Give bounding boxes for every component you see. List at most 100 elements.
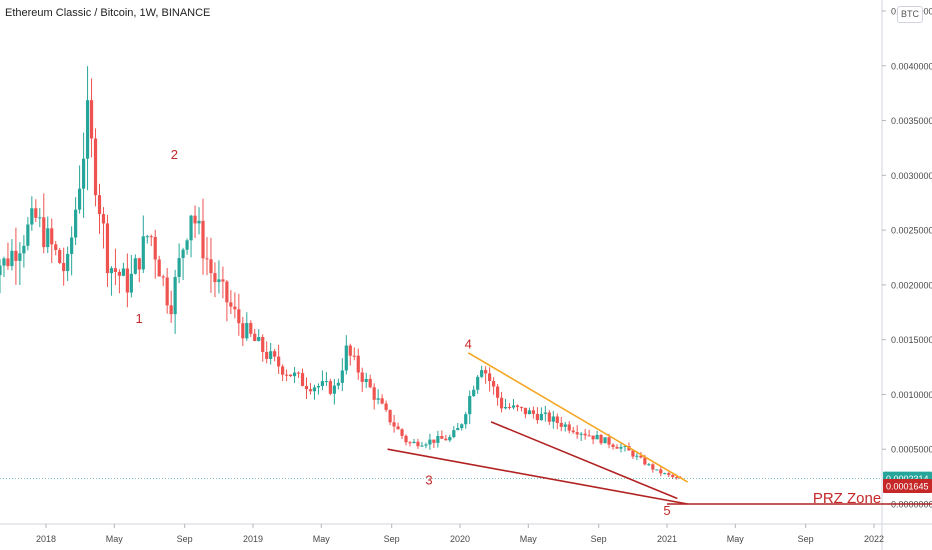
candle-body [249,323,253,334]
candle-body [229,302,233,307]
currency-badge[interactable]: BTC [897,6,923,23]
candle-body [372,387,376,400]
candle-body [269,351,273,359]
candle-body [380,398,384,404]
candle-body [519,407,524,409]
candle-body [121,268,125,276]
candle-body [412,441,416,444]
x-tick-label: Sep [591,534,607,544]
candle-body [18,253,22,261]
candle-body [667,473,671,475]
candle-body [356,355,360,373]
target-price-tag-bg [883,478,932,493]
candle-body [488,373,492,382]
candle-body [145,236,149,238]
candle-body [507,406,512,408]
candle-body [619,446,623,449]
candle-body [607,437,611,445]
candle-body [62,263,66,272]
candle-body [105,223,110,274]
candle-body [464,414,468,425]
candle-body [233,306,237,310]
chart-title: Ethereum Classic / Bitcoin, 1W, BINANCE [5,7,211,19]
wave-label-2: 2 [171,147,178,162]
candle-body [659,469,663,474]
x-tick-label: May [727,534,745,544]
candle-body [316,386,321,388]
candle-body [97,195,102,215]
support-trendline[interactable] [490,421,678,500]
resistance-trendline[interactable] [467,352,689,483]
candle-body [38,217,42,219]
candle-body [523,407,528,415]
candle-body [77,188,82,210]
candle-body [324,381,329,383]
candle-body [468,396,472,415]
candle-body [261,337,265,353]
support-trendline[interactable] [387,448,688,505]
candle-body [74,209,78,238]
candle-body [623,446,627,448]
x-tick-label: Sep [798,534,814,544]
candle-body [655,469,659,471]
candle-body [416,441,420,447]
candle-body [177,258,181,277]
candle-body [125,268,129,293]
candle-body [428,439,432,445]
candle-body [575,432,579,435]
candle-body [292,372,297,377]
candle-body [651,464,655,470]
candle-body [675,476,679,478]
candle-body [376,398,380,400]
candle-body [400,429,404,436]
candle-body [495,386,500,398]
candle-body [424,444,428,446]
candle-body [352,355,356,357]
candle-body [50,228,54,245]
candle-body [209,259,213,274]
candle-body [432,439,436,443]
y-tick-label: 0.0010000 [891,390,932,400]
candle-body [129,273,133,293]
wave-label-5: 5 [663,503,670,518]
candle-body [161,276,165,278]
candle-body [217,279,221,283]
candle-body [460,424,464,429]
x-tick-label: 2018 [36,534,56,544]
candle-body [547,412,551,422]
candle-body [169,305,173,315]
prz-zone-label: PRZ Zone [813,490,881,507]
candle-body [559,422,563,427]
candle-body [472,389,476,397]
y-tick-label: 0.0040000 [891,61,932,71]
candle-body [384,403,388,410]
candle-body [368,378,372,388]
x-tick-label: May [313,534,331,544]
y-tick-label: 0.0035000 [891,116,932,126]
candle-body [444,438,448,441]
x-tick-label: Sep [177,534,193,544]
candle-body [221,279,225,282]
candle-body [141,236,145,270]
x-tick-label: 2019 [243,534,263,544]
candle-body [66,253,70,272]
candle-body [563,424,567,427]
candle-body [89,100,94,139]
x-tick-label: 2021 [657,534,677,544]
candle-body [46,228,50,248]
candle-body [587,435,591,437]
candle-body [149,236,153,238]
target-price-tag: 0.0001645 [886,481,929,491]
candle-body [527,410,532,415]
candle-body [476,376,480,390]
candle-body [6,258,10,267]
x-tick-label: May [520,534,538,544]
candle-body [499,397,504,409]
wave-label-3: 3 [425,472,432,487]
candle-body [10,250,14,267]
candle-body [173,276,177,315]
candle-body [535,413,539,421]
candle-body [332,385,336,394]
candle-body [237,309,241,324]
